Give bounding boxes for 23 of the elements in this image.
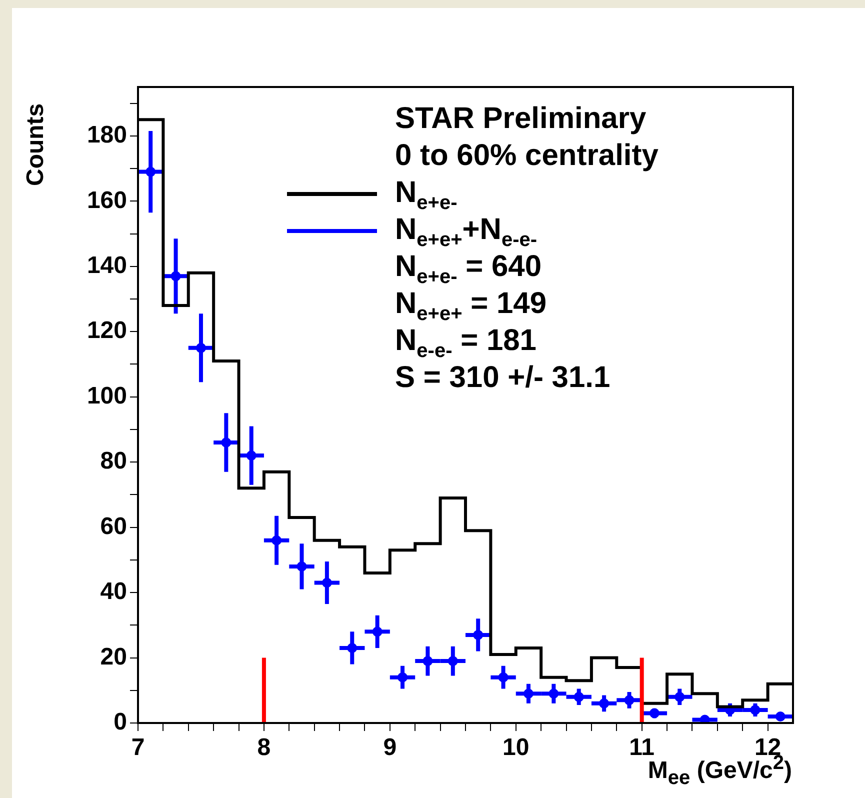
annotation: STAR Preliminary xyxy=(395,101,648,137)
legend-label: N$_{e+e-}$ xyxy=(395,175,458,214)
annotation: S = 310 +/- 31.1 xyxy=(395,360,612,396)
y-tick-label: 20 xyxy=(100,643,127,670)
y-tick-label: 160 xyxy=(86,186,127,214)
y-tick-label: 140 xyxy=(86,252,127,280)
x-tick-label: 9 xyxy=(383,734,397,762)
y-tick-label: 180 xyxy=(86,122,127,149)
annotation: N$_{e-e-}$ = 181 xyxy=(395,323,538,362)
y-tick-label: 0 xyxy=(114,708,127,736)
y-axis-title: Counts xyxy=(22,103,50,186)
y-tick-label: 80 xyxy=(100,448,127,475)
annotation: N$_{e+e-}$ = 640 xyxy=(395,250,542,288)
x-tick-label: 8 xyxy=(257,734,271,762)
x-tick-label: 10 xyxy=(502,734,530,762)
legend-label: N$_{e+e+}$+N$_{e-e-}$ xyxy=(395,212,538,251)
annotation: N$_{e+e+}$ = 149 xyxy=(395,286,548,325)
y-tick-label: 120 xyxy=(86,317,127,344)
x-tick-label: 7 xyxy=(131,734,145,762)
y-tick-label: 60 xyxy=(100,512,127,540)
y-tick-label: 100 xyxy=(86,382,127,410)
annotation: 0 to 60% centrality xyxy=(395,138,658,174)
y-tick-label: 40 xyxy=(100,578,127,606)
